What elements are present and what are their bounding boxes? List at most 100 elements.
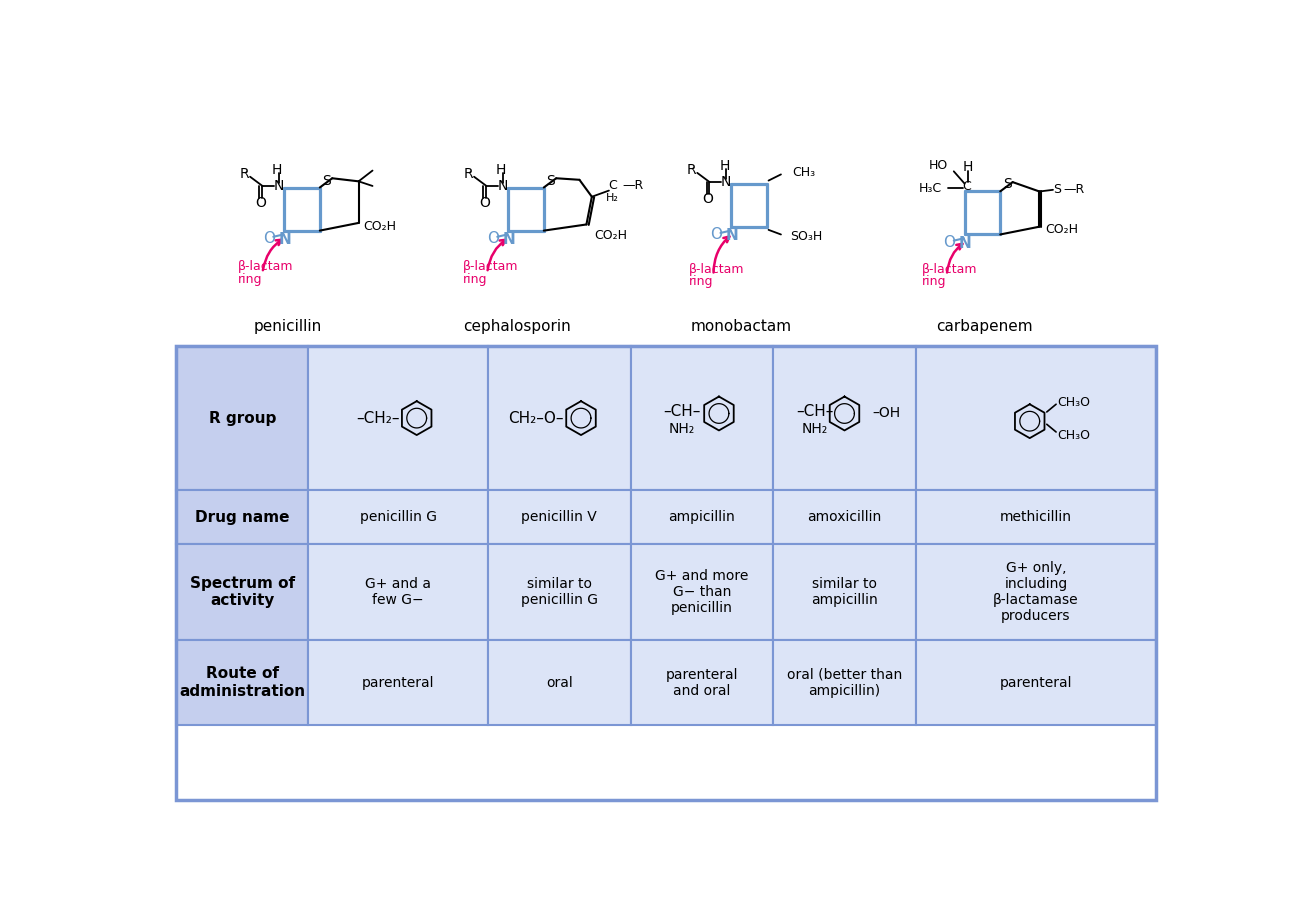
Bar xyxy=(177,346,308,490)
Text: Spectrum of
activity: Spectrum of activity xyxy=(190,576,295,608)
Text: ring: ring xyxy=(238,272,263,286)
Bar xyxy=(774,544,915,640)
Text: S: S xyxy=(1002,177,1011,192)
Text: O: O xyxy=(480,196,490,210)
Text: ampicillin: ampicillin xyxy=(668,510,736,524)
Text: CO₂H: CO₂H xyxy=(363,220,396,232)
Text: H₃C: H₃C xyxy=(918,182,941,195)
Text: ring: ring xyxy=(463,272,488,286)
Text: Route of
administration: Route of administration xyxy=(179,666,306,699)
Text: cephalosporin: cephalosporin xyxy=(463,319,571,333)
Bar xyxy=(630,346,774,490)
Text: C: C xyxy=(962,180,971,193)
Text: β-lactam: β-lactam xyxy=(238,261,294,273)
Bar xyxy=(308,544,488,640)
Text: G+ only,
including
β-lactamase
producers: G+ only, including β-lactamase producers xyxy=(993,561,1079,624)
Text: H₂: H₂ xyxy=(606,193,619,203)
Text: N: N xyxy=(720,175,731,189)
Text: C: C xyxy=(608,180,618,192)
Text: β-lactam: β-lactam xyxy=(922,262,978,276)
Text: G+ and more
G− than
penicillin: G+ and more G− than penicillin xyxy=(655,569,749,616)
Text: amoxicillin: amoxicillin xyxy=(807,510,881,524)
Text: R group: R group xyxy=(208,410,276,426)
Text: parenteral: parenteral xyxy=(361,676,434,689)
Text: penicillin: penicillin xyxy=(254,319,322,333)
Text: N: N xyxy=(273,179,283,193)
Text: N: N xyxy=(725,228,738,243)
Text: CO₂H: CO₂H xyxy=(1045,223,1078,236)
Bar xyxy=(177,490,308,544)
Text: G+ and a
few G−: G+ and a few G− xyxy=(365,577,432,607)
Text: N: N xyxy=(959,236,972,251)
Text: monobactam: monobactam xyxy=(690,319,792,333)
Text: CH₃O: CH₃O xyxy=(1058,396,1091,410)
Text: R: R xyxy=(464,167,473,181)
Bar xyxy=(915,346,1156,490)
Bar xyxy=(915,640,1156,725)
Text: N: N xyxy=(278,232,291,247)
Bar xyxy=(177,544,308,640)
Bar xyxy=(177,346,1156,801)
Text: O: O xyxy=(710,227,722,242)
Text: H: H xyxy=(719,159,729,173)
Bar xyxy=(488,544,630,640)
Bar xyxy=(630,544,774,640)
Bar xyxy=(177,640,308,725)
Bar xyxy=(630,490,774,544)
Text: CH₃O: CH₃O xyxy=(1058,429,1091,441)
Text: N: N xyxy=(498,179,508,193)
Text: H: H xyxy=(272,163,282,177)
Text: H: H xyxy=(497,163,507,177)
Text: NH₂: NH₂ xyxy=(668,422,696,436)
Text: parenteral: parenteral xyxy=(1000,676,1072,689)
Bar xyxy=(774,640,915,725)
Text: R: R xyxy=(239,167,250,181)
Text: penicillin V: penicillin V xyxy=(521,510,597,524)
Text: oral (better than
ampicillin): oral (better than ampicillin) xyxy=(786,667,902,697)
Text: NH₂: NH₂ xyxy=(802,422,828,436)
Bar xyxy=(488,346,630,490)
Text: similar to
penicillin G: similar to penicillin G xyxy=(521,577,598,607)
Bar xyxy=(308,640,488,725)
Text: parenteral
and oral: parenteral and oral xyxy=(666,667,738,697)
Text: —R: —R xyxy=(623,180,644,192)
Text: –CH₂–: –CH₂– xyxy=(356,410,399,426)
Text: O: O xyxy=(486,231,499,246)
Text: O: O xyxy=(942,234,956,250)
Text: CO₂H: CO₂H xyxy=(594,229,627,242)
Text: penicillin G: penicillin G xyxy=(360,510,437,524)
Bar xyxy=(308,490,488,544)
Text: —R: —R xyxy=(1063,183,1085,196)
Text: β-lactam: β-lactam xyxy=(463,261,517,273)
Text: S: S xyxy=(322,173,332,188)
Text: oral: oral xyxy=(546,676,573,689)
Text: carbapenem: carbapenem xyxy=(936,319,1032,333)
Text: S: S xyxy=(1053,183,1062,196)
Text: O: O xyxy=(256,196,266,210)
Bar xyxy=(488,640,630,725)
Text: R: R xyxy=(686,163,697,177)
Text: similar to
ampicillin: similar to ampicillin xyxy=(811,577,878,607)
Bar xyxy=(308,346,488,490)
Text: S: S xyxy=(546,173,555,188)
Bar xyxy=(630,640,774,725)
Bar xyxy=(774,346,915,490)
Text: –CH–: –CH– xyxy=(663,404,701,419)
Text: CH₃: CH₃ xyxy=(792,166,815,180)
Text: ring: ring xyxy=(922,275,946,288)
Text: β-lactam: β-lactam xyxy=(689,262,744,276)
Bar xyxy=(915,490,1156,544)
Bar xyxy=(774,490,915,544)
Text: methicillin: methicillin xyxy=(1000,510,1072,524)
Bar xyxy=(488,490,630,544)
Text: Drug name: Drug name xyxy=(195,509,290,525)
Text: HO: HO xyxy=(928,159,948,172)
Text: O: O xyxy=(263,231,274,246)
Text: N: N xyxy=(503,232,515,247)
Text: O: O xyxy=(703,192,714,206)
Text: CH₂–O–: CH₂–O– xyxy=(508,410,564,426)
Bar xyxy=(915,544,1156,640)
Text: ring: ring xyxy=(689,275,714,288)
Text: –CH–: –CH– xyxy=(797,404,833,419)
Text: –OH: –OH xyxy=(872,407,901,420)
